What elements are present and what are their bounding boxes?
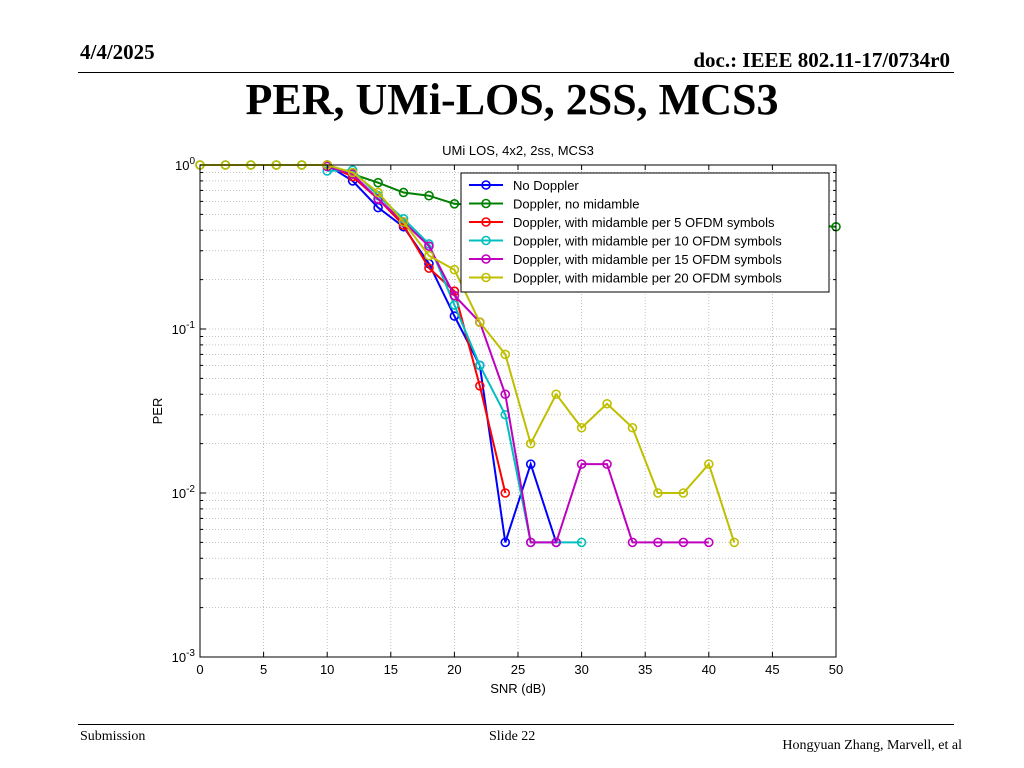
data-point [576,537,587,548]
x-tick-label: 45 [765,662,779,677]
header-date: 4/4/2025 [80,40,155,64]
data-point [373,177,383,188]
header-doc-id: doc.: IEEE 802.11-17/0734r0 [693,48,950,72]
footer-slide-number: Slide 22 [489,729,536,744]
chart-axes: 0 5 10 15 20 25 30 35 40 45 50 100 10-1 10-2 10-3 [172,156,844,677]
data-point [678,488,689,498]
x-tick-label: 50 [829,662,843,677]
data-point [525,537,536,548]
data-point [703,459,714,469]
data-point [602,398,612,409]
x-axis-label: SNR (dB) [490,681,546,696]
data-point [424,250,434,261]
x-tick-label: 20 [447,662,461,677]
data-point [475,360,485,371]
legend-label: Doppler, with midamble per 15 OFDM symbo… [513,252,782,267]
data-point [449,264,460,275]
y-tick-label: 10-3 [172,648,196,665]
data-point [449,198,460,209]
legend-label: Doppler, with midamble per 10 OFDM symbo… [513,234,782,249]
data-point [373,194,383,204]
data-point [576,422,587,433]
data-point [500,349,511,360]
data-point [424,263,434,273]
y-axis-label: PER [150,398,165,425]
data-point [398,217,409,227]
data-point [424,241,434,251]
legend-swatch-marker [481,235,491,246]
data-point [653,537,663,548]
legend-label: Doppler, no midamble [513,197,639,212]
legend-swatch-marker [481,180,491,190]
data-point [500,537,511,548]
legend-swatch-marker [481,217,491,227]
x-tick-label: 35 [638,662,652,677]
legend-swatch-marker [481,198,491,209]
x-tick-label: 15 [384,662,398,677]
data-point [424,190,434,201]
legend-entry: Doppler, with midamble per 20 OFDM symbo… [469,271,782,286]
data-point [347,167,358,178]
footer-authors: Hongyuan Zhang, Marvell, et al [782,738,962,753]
header-divider [78,72,954,73]
x-tick-label: 5 [260,662,267,677]
y-tick-label: 100 [175,156,195,173]
data-point [475,381,485,391]
data-point [602,459,612,469]
legend-entry: Doppler, with midamble per 10 OFDM symbo… [469,234,782,249]
footer-submission: Submission [80,729,146,744]
series-line [326,165,709,544]
data-point [576,459,587,469]
x-tick-label: 40 [702,662,716,677]
chart-title: UMi LOS, 4x2, 2ss, MCS3 [442,143,594,158]
x-tick-label: 30 [574,662,588,677]
legend-entry: No Doppler [469,178,579,193]
legend-swatch-marker [481,272,491,283]
x-tick-label: 10 [320,662,334,677]
data-point [525,459,536,469]
data-point [475,317,485,328]
footer-divider [78,724,954,725]
data-point [500,488,511,498]
y-tick-label: 10-2 [172,484,196,501]
legend-label: Doppler, with midamble per 20 OFDM symbo… [513,271,782,286]
data-point [551,537,561,548]
series-line [326,164,507,494]
legend-box [460,172,830,293]
data-point [653,488,663,498]
x-tick-label: 0 [196,662,203,677]
data-point [729,537,740,548]
data-point [525,438,536,449]
legend-swatch-marker [481,254,491,264]
data-point [449,300,460,310]
legend-entry: Doppler, with midamble per 5 OFDM symbol… [469,215,775,230]
y-tick-label: 10-1 [172,320,196,337]
legend-label: No Doppler [513,178,579,193]
data-point [398,187,409,198]
data-point [500,389,511,400]
series-line [326,164,558,543]
data-point [678,537,689,548]
data-point [373,187,383,198]
legend-entry: Doppler, with midamble per 15 OFDM symbo… [469,252,782,267]
slide-title: PER, UMi-LOS, 2SS, MCS3 [245,75,779,124]
x-tick-label: 25 [511,662,525,677]
data-point [703,537,714,548]
data-point [627,537,638,548]
data-point [449,290,460,301]
legend-label: Doppler, with midamble per 5 OFDM symbol… [513,215,775,230]
data-point [627,422,638,433]
data-point [551,389,561,400]
legend-entry: Doppler, no midamble [469,197,639,212]
chart-legend: No Doppler Doppler, no midamble Doppler, w… [460,172,830,293]
